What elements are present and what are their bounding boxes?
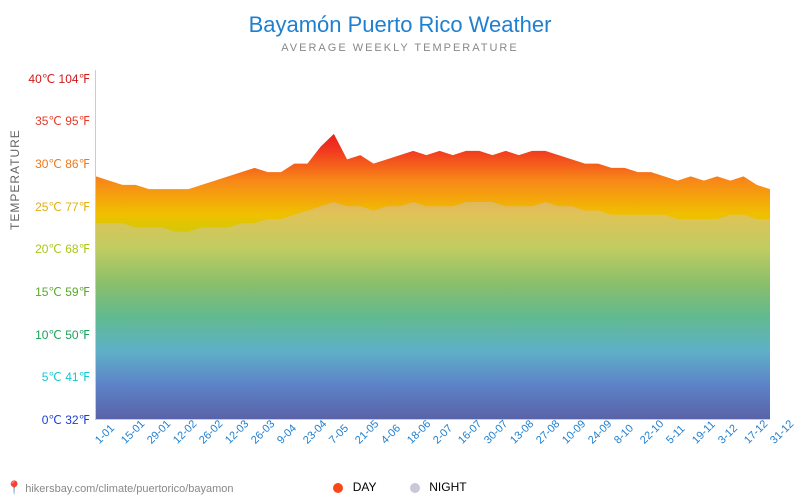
page-title: Bayamón Puerto Rico Weather xyxy=(0,0,800,38)
footer-url: hikersbay.com/climate/puertorico/bayamon xyxy=(25,483,233,495)
x-tick: 12-02 xyxy=(171,418,199,446)
x-tick: 5-11 xyxy=(664,423,687,446)
x-tick: 18-06 xyxy=(405,418,433,446)
legend-night-label: NIGHT xyxy=(429,480,466,494)
legend-night: NIGHT xyxy=(410,480,467,494)
x-tick: 24-09 xyxy=(586,418,614,446)
x-tick: 2-07 xyxy=(431,422,455,446)
y-tick: 5℃ 41℉ xyxy=(10,370,90,384)
y-axis-label: TEMPERATURE xyxy=(8,129,22,230)
legend-night-dot xyxy=(410,483,420,493)
x-tick: 29-01 xyxy=(145,418,173,446)
x-tick: 15-01 xyxy=(119,418,147,446)
x-tick: 26-02 xyxy=(197,418,225,446)
x-tick: 30-07 xyxy=(482,418,510,446)
y-tick: 25℃ 77℉ xyxy=(10,200,90,214)
area-chart-svg xyxy=(95,70,770,420)
y-tick: 35℃ 95℉ xyxy=(10,114,90,128)
x-tick: 1-01 xyxy=(93,422,117,446)
legend-day: DAY xyxy=(333,480,376,494)
x-tick: 4-06 xyxy=(379,422,403,446)
x-tick: 27-08 xyxy=(534,418,562,446)
night-area xyxy=(96,70,770,419)
y-tick: 40℃ 104℉ xyxy=(10,72,90,86)
y-tick: 30℃ 86℉ xyxy=(10,157,90,171)
x-tick: 16-07 xyxy=(456,418,484,446)
footer-attribution: 📍 hikersbay.com/climate/puertorico/bayam… xyxy=(6,480,234,496)
x-tick: 26-03 xyxy=(249,418,277,446)
x-tick: 31-12 xyxy=(768,418,796,446)
legend-day-label: DAY xyxy=(353,480,377,494)
x-tick: 12-03 xyxy=(223,418,251,446)
map-pin-icon: 📍 xyxy=(6,480,22,495)
x-tick: 3-12 xyxy=(716,422,740,446)
x-tick: 22-10 xyxy=(638,418,666,446)
x-tick: 23-04 xyxy=(301,418,329,446)
chart-area: 1-0115-0129-0112-0226-0212-0326-039-0423… xyxy=(95,70,770,420)
chart-subtitle: AVERAGE WEEKLY TEMPERATURE xyxy=(0,42,800,54)
y-tick: 10℃ 50℉ xyxy=(10,328,90,342)
y-tick: 15℃ 59℉ xyxy=(10,285,90,299)
x-tick: 10-09 xyxy=(560,418,588,446)
x-tick: 9-04 xyxy=(275,422,299,446)
y-tick: 20℃ 68℉ xyxy=(10,242,90,256)
x-tick: 19-11 xyxy=(690,419,718,447)
y-tick: 0℃ 32℉ xyxy=(10,413,90,427)
x-tick: 7-05 xyxy=(327,422,351,446)
x-tick: 13-08 xyxy=(508,418,536,446)
x-tick: 21-05 xyxy=(353,418,381,446)
x-tick: 17-12 xyxy=(742,418,770,446)
legend-day-dot xyxy=(333,483,343,493)
x-tick: 8-10 xyxy=(612,422,636,446)
